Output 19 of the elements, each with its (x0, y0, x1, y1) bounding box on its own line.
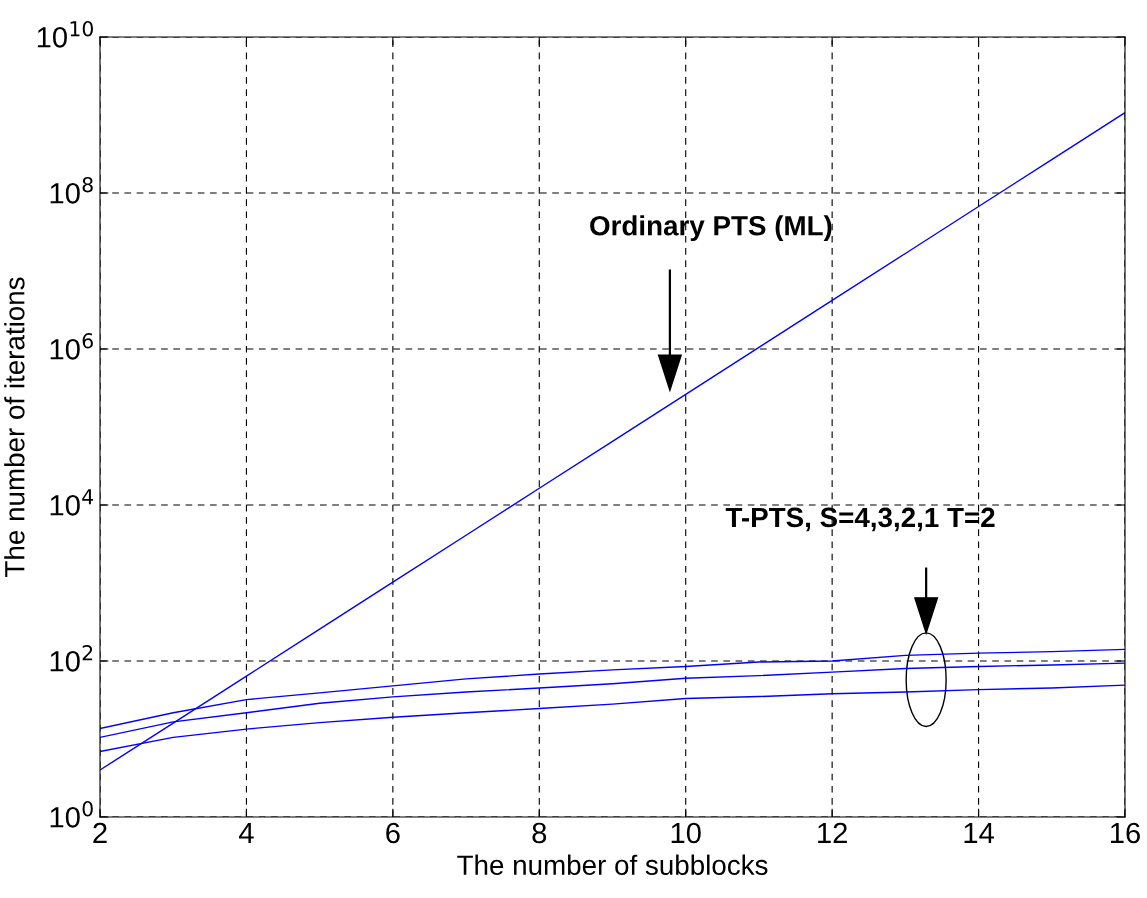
y-tick-label: 10$^{10}$ (37, 21, 93, 48)
x-tick-label: 4 (238, 822, 254, 843)
y-tick-label: 10$^{4}$ (50, 489, 94, 516)
x-tick-label: 6 (386, 822, 400, 844)
x-tick-label: 10 (671, 822, 701, 844)
y-tick-label: 10$^{8}$ (50, 177, 93, 204)
line-series (100, 111, 1125, 771)
annotation: Ordinary PTS (ML) (590, 215, 832, 242)
annotation: T-PTS, S=4,3,2,1 T=2 (725, 507, 995, 532)
y-tick-label: 10$^{0}$ (50, 801, 93, 828)
y-tick-label: 10$^{2}$ (50, 645, 93, 672)
x-tick-label: 14 (964, 822, 994, 843)
y-axis-title: The number of iterations (4, 277, 25, 577)
x-tick-label: 16 (1111, 822, 1140, 844)
y-tick-label: 10$^{6}$ (50, 333, 93, 360)
x-tick-label: 8 (532, 822, 547, 844)
x-axis-title: The number of subblocks (457, 854, 768, 876)
x-tick-label: 12 (818, 822, 847, 843)
x-tick-label: 2 (93, 822, 107, 843)
